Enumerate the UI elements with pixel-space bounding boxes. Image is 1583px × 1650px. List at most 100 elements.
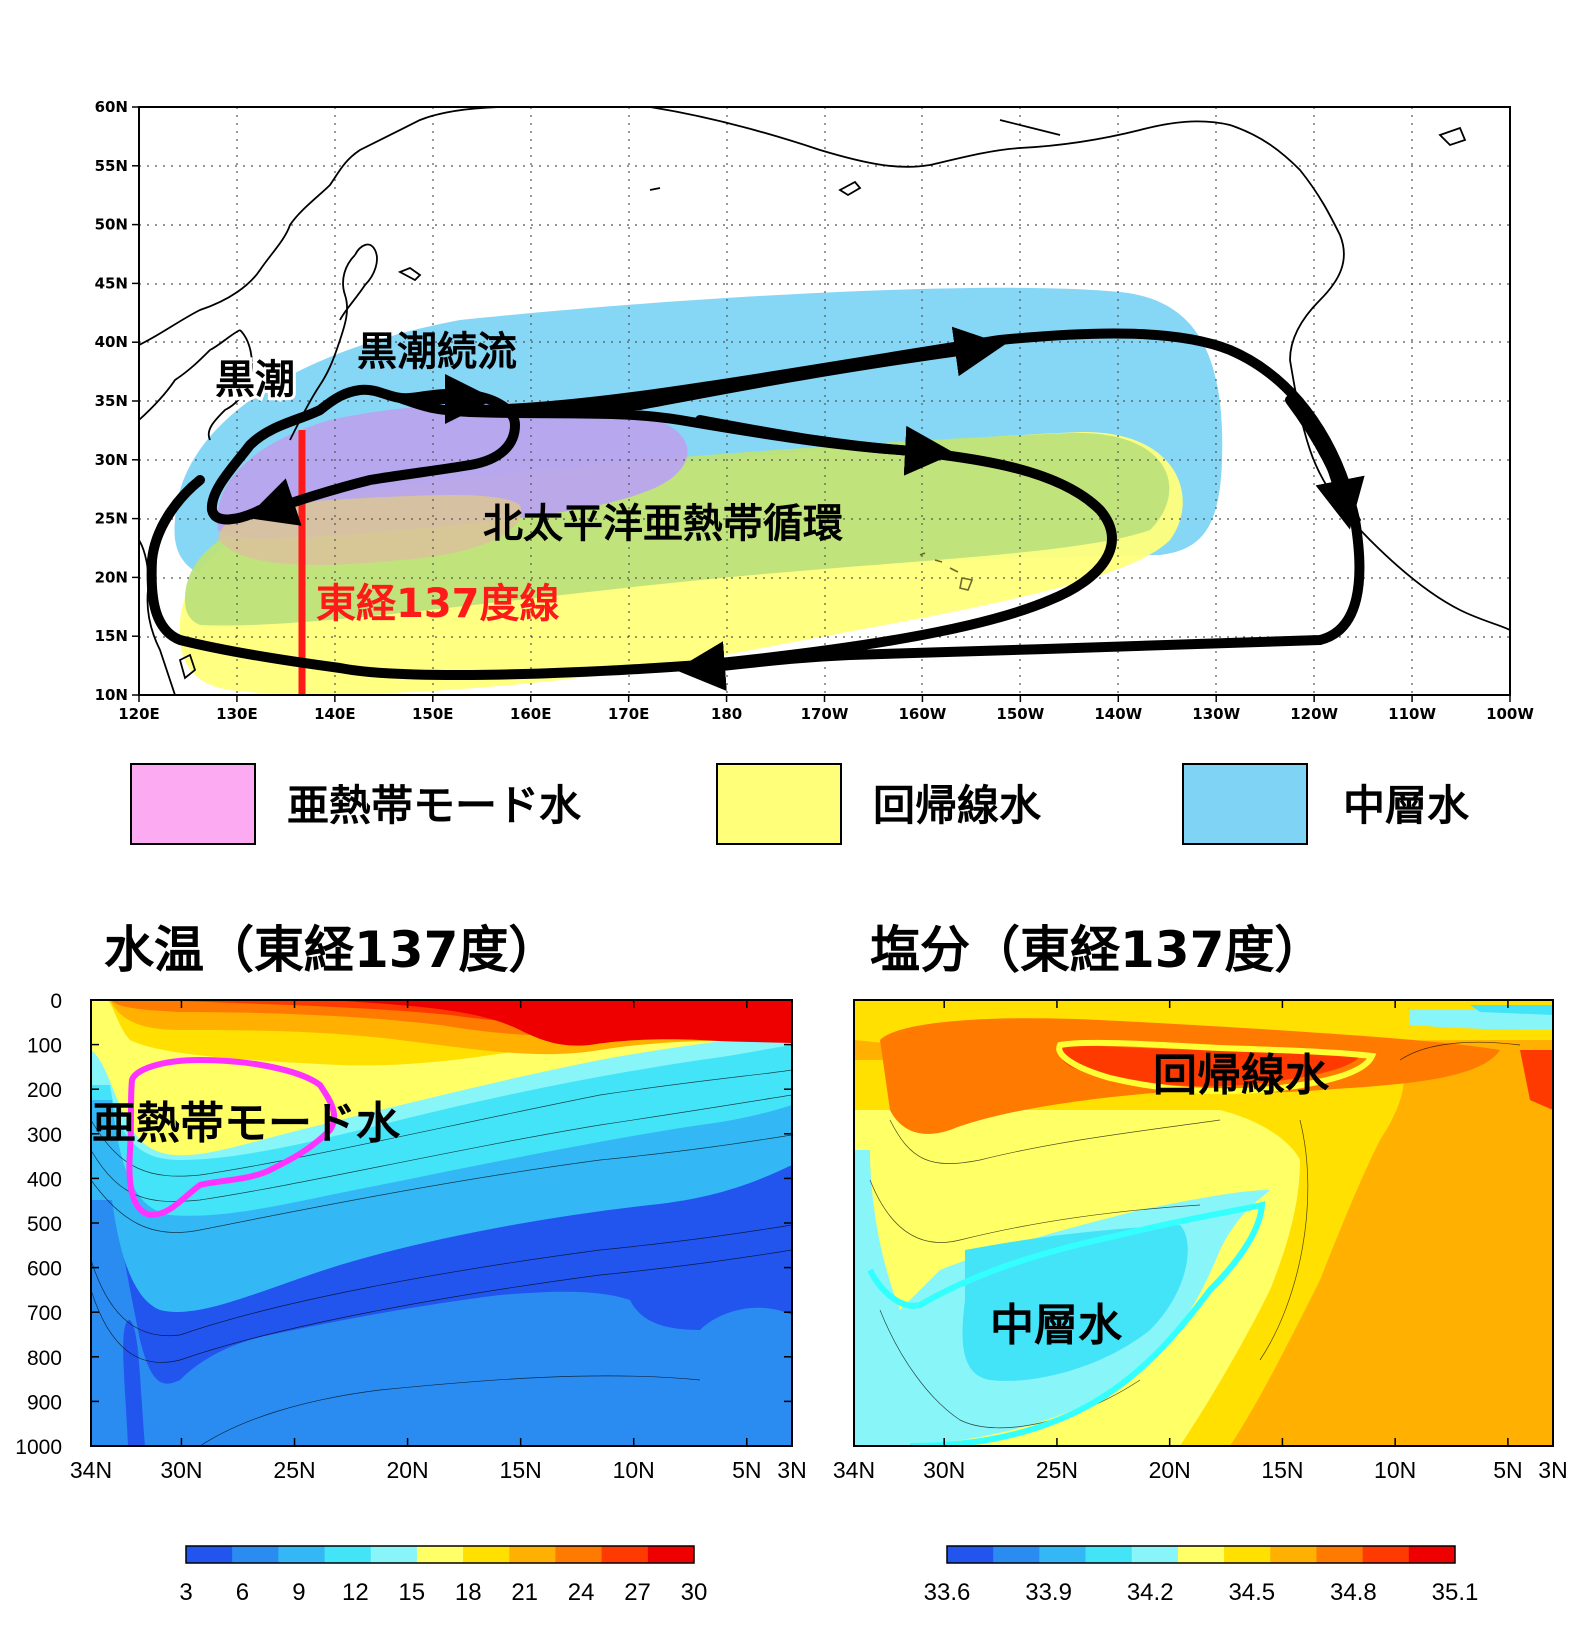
x-tick-label: 5N bbox=[1493, 1457, 1522, 1483]
x-tick-label: 30N bbox=[923, 1457, 965, 1483]
lat-tick-label: 10N bbox=[95, 686, 128, 704]
x-tick-label: 34N bbox=[70, 1457, 112, 1483]
colorbar-segment bbox=[601, 1546, 649, 1563]
colorbar-segment bbox=[324, 1546, 372, 1563]
legend-swatch-mode-water bbox=[130, 763, 256, 845]
temperature-section-panel: 水温（東経137度） 亜熱帯モード水 bbox=[15, 921, 1553, 1606]
lon-tick-label: 180 bbox=[711, 705, 742, 723]
x-tick-label: 10N bbox=[1374, 1457, 1416, 1483]
legend-swatch-tropical-water bbox=[716, 763, 842, 845]
map-gridlines bbox=[139, 107, 1510, 695]
colorbar-segment bbox=[1362, 1546, 1410, 1563]
colorbar-label: 34.8 bbox=[1330, 1579, 1377, 1606]
lat-tick-label: 45N bbox=[95, 274, 128, 292]
temperature-colorbar: 3 6 9 12 15 18 21 24 27 30 bbox=[179, 1545, 707, 1606]
temperature-x-tick-labels: 34N 30N 25N 20N 15N 10N 5N 3N bbox=[70, 1000, 807, 1483]
y-tick-label: 100 bbox=[27, 1035, 62, 1058]
y-tick-label: 1000 bbox=[15, 1436, 62, 1459]
overlap-green-region bbox=[185, 432, 1170, 626]
colorbar-label: 34.5 bbox=[1228, 1579, 1275, 1606]
x-tick-label: 15N bbox=[1261, 1457, 1303, 1483]
colorbar-label: 3 bbox=[179, 1579, 192, 1606]
colorbar-frame bbox=[185, 1545, 695, 1564]
legend-swatch-intermediate-water bbox=[1182, 763, 1308, 845]
colorbar-label: 21 bbox=[511, 1579, 538, 1606]
lon-tick-label: 140W bbox=[1094, 705, 1142, 723]
map-lon-tick-labels: 120E 130E 140E 150E 160E 170E 180 170W 160W 150W 1… bbox=[118, 695, 1534, 723]
lon-tick-label: 130E bbox=[216, 705, 258, 723]
salinity-annotation-intermediate-water: 中層水 bbox=[990, 1300, 1123, 1351]
x-tick-label: 3N bbox=[1538, 1457, 1567, 1483]
colorbar-label: 18 bbox=[455, 1579, 482, 1606]
y-tick-label: 600 bbox=[27, 1258, 62, 1281]
colorbar-segment bbox=[463, 1546, 510, 1563]
colorbar-segment bbox=[1039, 1546, 1087, 1563]
x-tick-label: 34N bbox=[833, 1457, 875, 1483]
colorbar-segment bbox=[370, 1546, 418, 1563]
lat-tick-label: 60N bbox=[95, 98, 128, 116]
colorbar-segment bbox=[278, 1546, 326, 1563]
colorbar-segment bbox=[1131, 1546, 1179, 1563]
label-137e-section: 東経137度線 bbox=[316, 581, 560, 627]
colorbar-segment bbox=[993, 1546, 1040, 1563]
salinity-colorbar: 33.6 33.9 34.2 34.5 34.8 35.1 bbox=[924, 1545, 1479, 1606]
lon-tick-label: 160E bbox=[510, 705, 552, 723]
label-kuroshio: 黒潮 bbox=[215, 357, 295, 403]
lat-tick-label: 35N bbox=[95, 392, 128, 410]
lat-tick-label: 15N bbox=[95, 627, 128, 645]
legend-label-mode-water: 亜熱帯モード水 bbox=[287, 781, 582, 830]
x-tick-label: 30N bbox=[160, 1457, 202, 1483]
lon-tick-label: 150E bbox=[412, 705, 454, 723]
lon-tick-label: 140E bbox=[314, 705, 356, 723]
colorbar-label: 33.6 bbox=[924, 1579, 971, 1606]
lon-tick-label: 100W bbox=[1486, 705, 1534, 723]
x-tick-label: 10N bbox=[613, 1457, 655, 1483]
x-tick-label: 5N bbox=[732, 1457, 761, 1483]
intermediate-water-contour bbox=[867, 1201, 1266, 1446]
temperature-annotation-mode-water: 亜熱帯モード水 bbox=[92, 1098, 401, 1149]
tropical-water-contour bbox=[1056, 1039, 1377, 1095]
colorbar-label: 12 bbox=[342, 1579, 369, 1606]
lat-tick-label: 50N bbox=[95, 216, 128, 234]
lon-tick-label: 160W bbox=[898, 705, 946, 723]
colorbar-segment bbox=[947, 1546, 994, 1563]
y-tick-label: 800 bbox=[27, 1347, 62, 1370]
colorbar-label: 34.2 bbox=[1127, 1579, 1174, 1606]
lat-tick-label: 55N bbox=[95, 157, 128, 175]
lon-tick-label: 130W bbox=[1192, 705, 1240, 723]
colorbar-segment bbox=[555, 1546, 603, 1563]
colorbar-label: 9 bbox=[292, 1579, 305, 1606]
colorbar-label: 15 bbox=[398, 1579, 425, 1606]
x-tick-label: 20N bbox=[1149, 1457, 1191, 1483]
colorbar-segment bbox=[509, 1546, 556, 1563]
lat-tick-label: 40N bbox=[95, 333, 128, 351]
x-tick-label: 15N bbox=[500, 1457, 542, 1483]
salinity-title: 塩分（東経137度） bbox=[870, 921, 1324, 979]
lon-tick-label: 120E bbox=[118, 705, 160, 723]
colorbar-label: 35.1 bbox=[1432, 1579, 1479, 1606]
label-subtropical-gyre: 北太平洋亜熱帯循環 bbox=[483, 501, 843, 547]
y-tick-label: 700 bbox=[27, 1302, 62, 1325]
colorbar-label: 27 bbox=[624, 1579, 651, 1606]
colorbar-segment bbox=[1316, 1546, 1364, 1563]
colorbar-label: 33.9 bbox=[1025, 1579, 1072, 1606]
water-mass-legend: 亜熱帯モード水 回帰線水 中層水 bbox=[130, 763, 1470, 845]
salinity-section-panel: 塩分（東経137度） 回帰線水 bbox=[833, 921, 1568, 1606]
lon-tick-label: 110W bbox=[1388, 705, 1436, 723]
salinity-x-tick-labels: 34N 30N 25N 20N 15N 10N 5N 3N bbox=[833, 1000, 1568, 1483]
x-tick-label: 25N bbox=[1036, 1457, 1078, 1483]
gyre-circulation-arrows bbox=[146, 326, 1365, 692]
y-tick-label: 500 bbox=[27, 1213, 62, 1236]
map-lat-tick-labels: 60N 55N 50N 45N 40N 35N 30N 25N 20N 15N 10N bbox=[95, 98, 139, 704]
colorbar-segment bbox=[1408, 1546, 1456, 1563]
legend-label-intermediate-water: 中層水 bbox=[1343, 781, 1470, 830]
y-tick-label: 400 bbox=[27, 1168, 62, 1191]
colorbar-segment bbox=[647, 1546, 695, 1563]
temperature-title: 水温（東経137度） bbox=[104, 921, 558, 979]
lon-tick-label: 120W bbox=[1290, 705, 1338, 723]
colorbar-segment bbox=[1224, 1546, 1271, 1563]
lon-tick-label: 150W bbox=[996, 705, 1044, 723]
colorbar-segment bbox=[416, 1546, 464, 1563]
lat-tick-label: 20N bbox=[95, 568, 128, 586]
